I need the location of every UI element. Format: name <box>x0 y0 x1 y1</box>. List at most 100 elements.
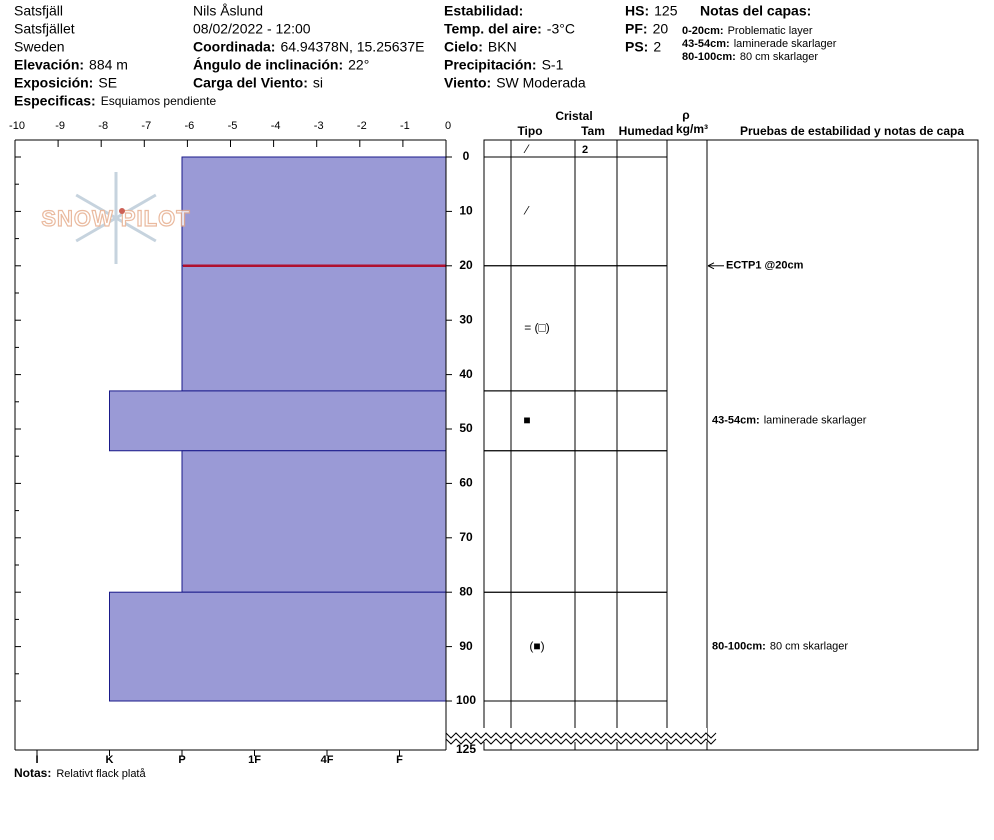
field-value: SE <box>98 75 117 91</box>
depth-label: 0 <box>463 149 470 163</box>
summary-type: ⁄ <box>523 142 530 156</box>
header-size: Tam <box>581 124 605 138</box>
note-label: 0-20cm: <box>682 25 724 37</box>
location: Satsfjäll <box>14 3 63 19</box>
hardness-bar <box>181 156 447 267</box>
field-label: Precipitación: <box>444 57 537 73</box>
field-label: Exposición: <box>14 75 93 91</box>
field-label: HS: <box>625 3 649 19</box>
logo-snowflake <box>115 193 157 220</box>
hardness-label: I <box>35 754 38 766</box>
hardness-bar <box>109 591 447 702</box>
layer-comment-text: laminerade skarlager <box>764 415 867 427</box>
field-label: Estabilidad: <box>444 3 523 19</box>
layer-comment-label: 43-54cm: <box>712 415 760 427</box>
field-label: PF: <box>625 21 648 37</box>
field-label: PS: <box>625 39 648 55</box>
field-label: Elevación: <box>14 57 84 73</box>
field-value: BKN <box>488 39 517 55</box>
x-tick-label: -7 <box>141 120 151 132</box>
depth-label: 40 <box>459 367 473 381</box>
field-value: Esquiamos pendiente <box>101 94 217 108</box>
x-tick-label: -6 <box>185 120 195 132</box>
hardness-label: P <box>178 754 185 766</box>
note-text: 80 cm skarlager <box>740 51 819 63</box>
layer-comment-label: 80-100cm: <box>712 641 766 653</box>
x-tick-label: -10 <box>9 120 25 132</box>
observer: Nils Åslund <box>193 3 263 19</box>
field-label: Cielo: <box>444 39 483 55</box>
field-label: Especificas: <box>14 93 96 109</box>
field-label: Temp. del aire: <box>444 21 542 37</box>
note-text: Problematic layer <box>728 25 813 37</box>
location: Satsfjället <box>14 21 75 37</box>
grain-type: (■) <box>529 639 544 653</box>
field-label: Viento: <box>444 75 491 91</box>
x-tick-label: -5 <box>228 120 238 132</box>
logo-snowflake <box>75 216 117 243</box>
field-value: S-1 <box>542 57 564 73</box>
grain-type: = (□) <box>524 321 550 335</box>
depth-label: 100 <box>456 693 476 707</box>
note-label: 80-100cm: <box>682 51 736 63</box>
layer-comment-text: 80 cm skarlager <box>770 641 849 653</box>
header-tests: Pruebas de estabilidad y notas de capa <box>740 124 964 138</box>
field-value: SW Moderada <box>496 75 586 91</box>
depth-label: 90 <box>459 639 473 653</box>
field-value: -3°C <box>547 21 575 37</box>
logo-snowflake <box>75 193 117 220</box>
summary-size: 2 <box>582 144 588 156</box>
layer-notes-title: Notas del capas: <box>700 3 811 19</box>
hardness-bar <box>181 265 447 392</box>
grain-type: ⁄ <box>523 204 530 218</box>
break-mask <box>447 728 707 742</box>
field-value: 20 <box>653 21 669 37</box>
field-value: 2 <box>653 39 661 55</box>
field-label: Carga del Viento: <box>193 75 308 91</box>
depth-label: 10 <box>459 204 473 218</box>
field-value: si <box>313 75 323 91</box>
x-tick-label: -2 <box>357 120 367 132</box>
location: Sweden <box>14 39 65 55</box>
field-value: 22° <box>348 57 369 73</box>
hardness-label: 4F <box>321 754 334 766</box>
x-tick-label: -3 <box>314 120 324 132</box>
hardness-bar <box>181 450 447 593</box>
field-label: Coordinada: <box>193 39 275 55</box>
depth-label: 20 <box>459 258 473 272</box>
logo-dot <box>119 208 125 214</box>
depth-label: 30 <box>459 312 473 326</box>
header-density: ρ <box>682 108 689 122</box>
depth-label: 50 <box>459 421 473 435</box>
logo-text: SNOW PILOT <box>41 206 190 231</box>
header-moisture: Humedad <box>619 124 674 138</box>
axis-break <box>445 732 717 739</box>
field-value: 884 m <box>89 57 128 73</box>
field-label: Ángulo de inclinación: <box>193 57 343 73</box>
logo: SNOW PILOT <box>41 172 190 264</box>
hardness-bar <box>109 390 447 452</box>
logo-snowflake <box>115 216 157 243</box>
field-value: 125 <box>654 3 678 19</box>
hardness-label: K <box>106 754 114 766</box>
header-density-unit: kg/m³ <box>676 122 708 136</box>
x-tick-label: -4 <box>271 120 281 132</box>
footer-text: Relativt flack platå <box>56 768 146 780</box>
grain-type: ■ <box>523 413 530 427</box>
header-crystal: Cristal <box>555 109 592 123</box>
hardness-label: F <box>396 754 403 766</box>
x-tick-label: -8 <box>98 120 108 132</box>
header-type: Tipo <box>517 124 542 138</box>
footer-label: Notas: <box>14 766 51 780</box>
depth-label: 80 <box>459 584 473 598</box>
test-arrowhead <box>707 262 715 270</box>
table-frame <box>483 139 979 751</box>
hardness-label: 1F <box>248 754 261 766</box>
note-text: laminerade skarlager <box>734 38 837 50</box>
depth-label: 60 <box>459 476 473 490</box>
field-value: 64.94378N, 15.25637E <box>280 39 424 55</box>
x-tick-label: -9 <box>55 120 65 132</box>
datetime: 08/02/2022 - 12:00 <box>193 21 311 37</box>
stability-test: ECTP1 @20cm <box>726 260 804 272</box>
